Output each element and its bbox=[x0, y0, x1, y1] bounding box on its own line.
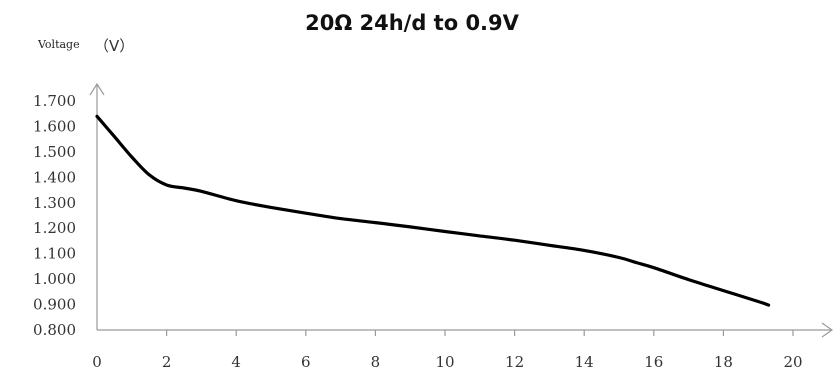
y-axis-label: Voltage bbox=[37, 38, 80, 51]
y-tick-label: 1.700 bbox=[33, 92, 76, 110]
x-tick-label: 0 bbox=[92, 353, 102, 371]
y-tick-label: 1.100 bbox=[33, 245, 76, 263]
x-tick-label: 18 bbox=[714, 353, 733, 371]
y-tick-label: 0.800 bbox=[33, 321, 76, 339]
x-tick-label: 12 bbox=[505, 353, 524, 371]
chart-title: 20Ω 24h/d to 0.9V bbox=[305, 11, 520, 35]
y-tick-label: 1.500 bbox=[33, 143, 76, 161]
y-tick-label: 0.900 bbox=[33, 296, 76, 314]
y-axis-unit: （V） bbox=[94, 37, 134, 55]
y-tick-label: 1.200 bbox=[33, 219, 76, 237]
x-tick-label: 16 bbox=[644, 353, 663, 371]
y-tick-group: 0.800 0.900 1.000 1.100 1.200 1.300 1.400 1.500… bbox=[33, 92, 76, 339]
x-tick-group: 0 2 4 6 8 10 12 14 16 18 20 bbox=[92, 330, 803, 371]
series-group bbox=[95, 114, 771, 307]
y-tick-label: 1.000 bbox=[33, 270, 76, 288]
x-tick-label: 14 bbox=[575, 353, 594, 371]
y-tick-label: 1.600 bbox=[33, 117, 76, 135]
y-tick-label: 1.400 bbox=[33, 168, 76, 186]
x-tick-label: 4 bbox=[231, 353, 241, 371]
x-tick-label: 10 bbox=[435, 353, 454, 371]
x-tick-label: 20 bbox=[783, 353, 802, 371]
x-tick-label: 8 bbox=[371, 353, 381, 371]
y-tick-label: 1.300 bbox=[33, 194, 76, 212]
x-tick-label: 6 bbox=[301, 353, 311, 371]
voltage-series-line bbox=[95, 114, 771, 307]
x-axis-arrow bbox=[821, 322, 834, 338]
y-axis-arrow bbox=[89, 82, 105, 96]
x-tick-label: 2 bbox=[162, 353, 172, 371]
